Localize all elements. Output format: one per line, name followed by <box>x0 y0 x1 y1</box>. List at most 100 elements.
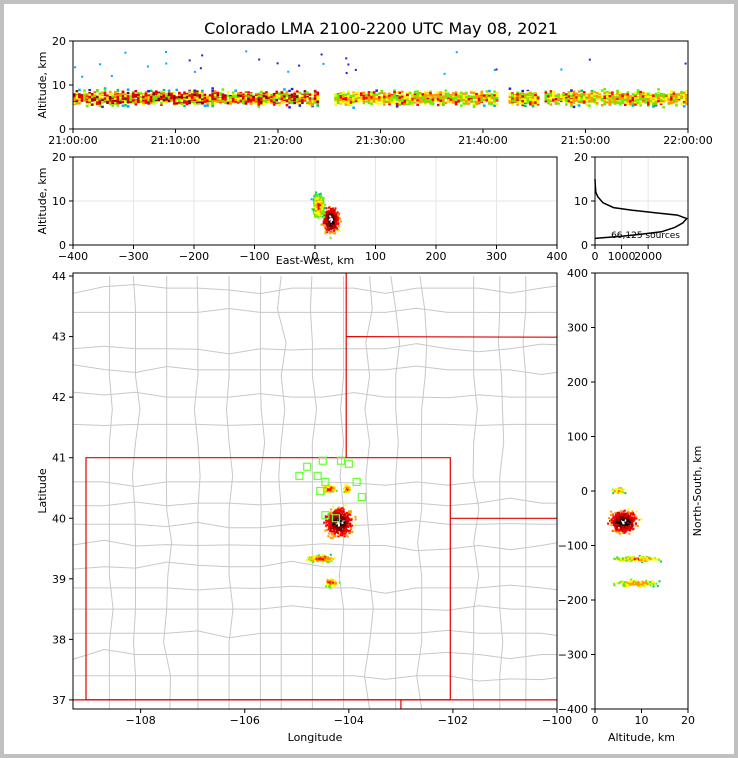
ew-source <box>320 202 323 205</box>
plan-source <box>339 533 342 536</box>
ns-source <box>612 517 615 520</box>
time-height-source <box>393 98 396 102</box>
time-height-source <box>295 90 299 93</box>
plan-source <box>340 525 343 528</box>
time-height-source <box>536 101 540 104</box>
time-height-source <box>547 93 550 96</box>
ew-source <box>314 201 317 204</box>
time-height-source <box>449 94 453 97</box>
time-height-source <box>682 105 686 108</box>
plan-source <box>354 518 357 521</box>
plan-source <box>336 523 339 526</box>
time-height-source <box>285 98 289 101</box>
time-height-source <box>265 100 268 104</box>
time-height-source <box>152 96 156 99</box>
time-height-source <box>306 91 309 94</box>
time-height-source <box>139 100 143 103</box>
plan-source <box>333 530 336 533</box>
ew-source <box>319 206 322 209</box>
time-height-source <box>662 95 665 98</box>
time-height-source <box>257 94 261 98</box>
plan-source <box>318 557 321 560</box>
time-height-source <box>649 95 653 99</box>
plan-source <box>327 519 330 522</box>
ew-source <box>310 198 313 201</box>
time-height-source <box>275 98 279 102</box>
time-height-source <box>301 101 304 104</box>
time-height-source <box>219 99 222 103</box>
time-height-source <box>270 93 273 97</box>
time-height-source <box>295 98 299 101</box>
time-height-source <box>483 94 486 97</box>
time-height-source <box>224 101 227 104</box>
time-height-source <box>290 97 294 101</box>
time-height-source <box>349 103 353 107</box>
time-height-source <box>165 97 168 101</box>
time-height-source <box>588 100 591 103</box>
time-height-source <box>459 94 463 98</box>
time-height-source <box>131 99 135 102</box>
time-height-source <box>657 93 660 97</box>
time-height-source <box>147 102 150 105</box>
time-height-source <box>557 97 560 100</box>
time-height-source <box>652 105 655 108</box>
time-height-source <box>344 93 348 96</box>
plan-source <box>327 483 330 486</box>
time-height-source <box>549 90 553 93</box>
time-height-source <box>390 96 394 99</box>
time-height-source <box>183 101 186 104</box>
plan-source <box>351 531 354 534</box>
time-height-source <box>288 94 291 98</box>
time-height-source <box>254 93 258 96</box>
time-height-source <box>160 93 163 97</box>
time-height-source <box>585 94 589 97</box>
time-height-source <box>662 97 665 101</box>
plan-source <box>330 486 333 489</box>
ew-source <box>322 201 325 204</box>
plan-source <box>324 486 327 489</box>
time-height-source <box>524 104 527 107</box>
time-height-source <box>398 103 402 107</box>
time-height-source <box>444 101 448 105</box>
time-height-source <box>254 97 258 100</box>
ew-source <box>337 219 340 222</box>
plan-source <box>325 485 328 488</box>
time-height-source <box>190 96 194 100</box>
time-height-source <box>193 93 197 96</box>
time-height-source <box>465 102 468 105</box>
ew-source <box>330 208 333 211</box>
plan-source <box>327 558 330 561</box>
time-height-source <box>613 95 617 99</box>
time-height-source <box>211 100 214 103</box>
time-height-source <box>160 91 163 94</box>
time-height-source <box>90 98 94 101</box>
time-height-source <box>649 93 653 96</box>
time-height-source <box>198 94 202 98</box>
time-height-source <box>444 96 448 99</box>
time-height-source <box>534 101 537 104</box>
time-height-source <box>480 92 484 96</box>
time-height-source <box>206 99 209 103</box>
time-height-source <box>488 92 491 95</box>
time-height-source <box>316 93 320 96</box>
time-height-source <box>629 98 632 102</box>
time-height-source <box>201 89 204 93</box>
time-height-source <box>483 97 486 100</box>
time-height-source <box>565 103 568 106</box>
time-height-source <box>675 94 678 97</box>
county-border <box>73 675 557 682</box>
plan-source <box>330 511 333 514</box>
time-height-source <box>81 75 84 78</box>
time-height-source <box>298 64 301 67</box>
ew-source <box>322 220 325 223</box>
plan-source <box>335 530 338 533</box>
time-height-source <box>608 100 612 104</box>
ew-source <box>312 208 315 211</box>
plan-source <box>330 530 333 533</box>
time-height-source <box>83 98 86 102</box>
plan-source <box>313 557 316 560</box>
plan-source <box>322 558 325 561</box>
time-height-source <box>444 93 448 96</box>
time-height-source <box>385 98 389 101</box>
time-height-source <box>580 101 583 104</box>
